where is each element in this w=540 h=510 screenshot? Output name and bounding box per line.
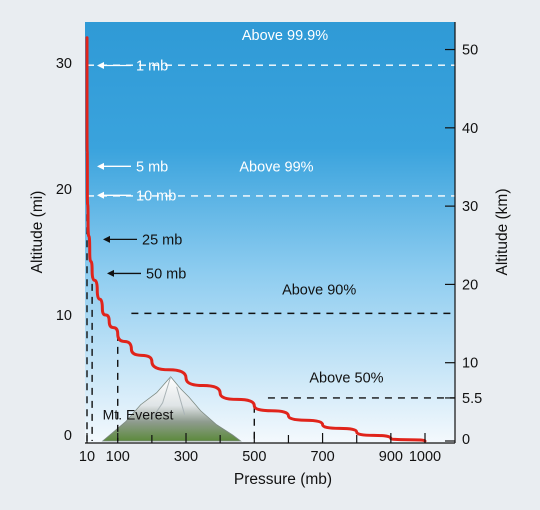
y-right-axis-label: Altitude (km): [494, 189, 511, 276]
y-left-tick-label-1: 10: [56, 308, 72, 324]
band-label-3: Above 50%: [309, 370, 383, 386]
annotation-label-2: 10 mb: [136, 188, 176, 204]
x-axis-label: Pressure (mb): [234, 471, 332, 488]
annotation-label-0: 1 mb: [136, 59, 168, 75]
annotation-arrowhead-1: [97, 162, 104, 170]
y-right-tick-label-6: 50: [462, 43, 478, 59]
annotation-arrowhead-0: [97, 62, 104, 70]
mountain-label: Mt. Everest: [103, 407, 174, 423]
band-label-0: Above 99.9%: [242, 28, 328, 44]
y-left-tick-label-3: 30: [56, 56, 72, 72]
x-tick-label-0: 10: [79, 449, 95, 465]
x-tick-label-4: 700: [310, 449, 334, 465]
y-right-tick-label-3: 20: [462, 277, 478, 293]
annotation-label-3: 25 mb: [142, 232, 182, 248]
annotation-label-1: 5 mb: [136, 159, 168, 175]
pressure-curve: [85, 36, 427, 443]
band-label-2: Above 90%: [282, 283, 356, 299]
annotation-arrowhead-2: [97, 191, 104, 199]
x-tick-label-1: 100: [106, 449, 130, 465]
x-tick-label-5: 900: [379, 449, 403, 465]
x-tick-label-2: 300: [174, 449, 198, 465]
mountain-ridges: [150, 376, 186, 422]
y-right-tick-label-5: 40: [462, 121, 478, 137]
x-tick-label-3: 500: [242, 449, 266, 465]
band-label-1: Above 99%: [239, 160, 313, 176]
y-right-tick-label-2: 10: [462, 356, 478, 372]
y-left-axis-label: Altitude (mi): [29, 191, 46, 274]
y-right-tick-label-4: 30: [462, 199, 478, 215]
y-left-tick-label-0: 0: [64, 428, 72, 444]
y-left-tick-label-2: 20: [56, 182, 72, 198]
y-right-tick-label-1: 5.5: [462, 391, 482, 407]
annotation-label-4: 50 mb: [146, 266, 186, 282]
plot-background: [85, 22, 455, 443]
annotation-arrowhead-3: [103, 235, 110, 243]
y-right-tick-label-0: 0: [462, 432, 470, 448]
mountain-shape: [101, 376, 242, 442]
x-tick-label-6: 1000: [409, 449, 441, 465]
annotation-arrowhead-4: [107, 269, 114, 277]
